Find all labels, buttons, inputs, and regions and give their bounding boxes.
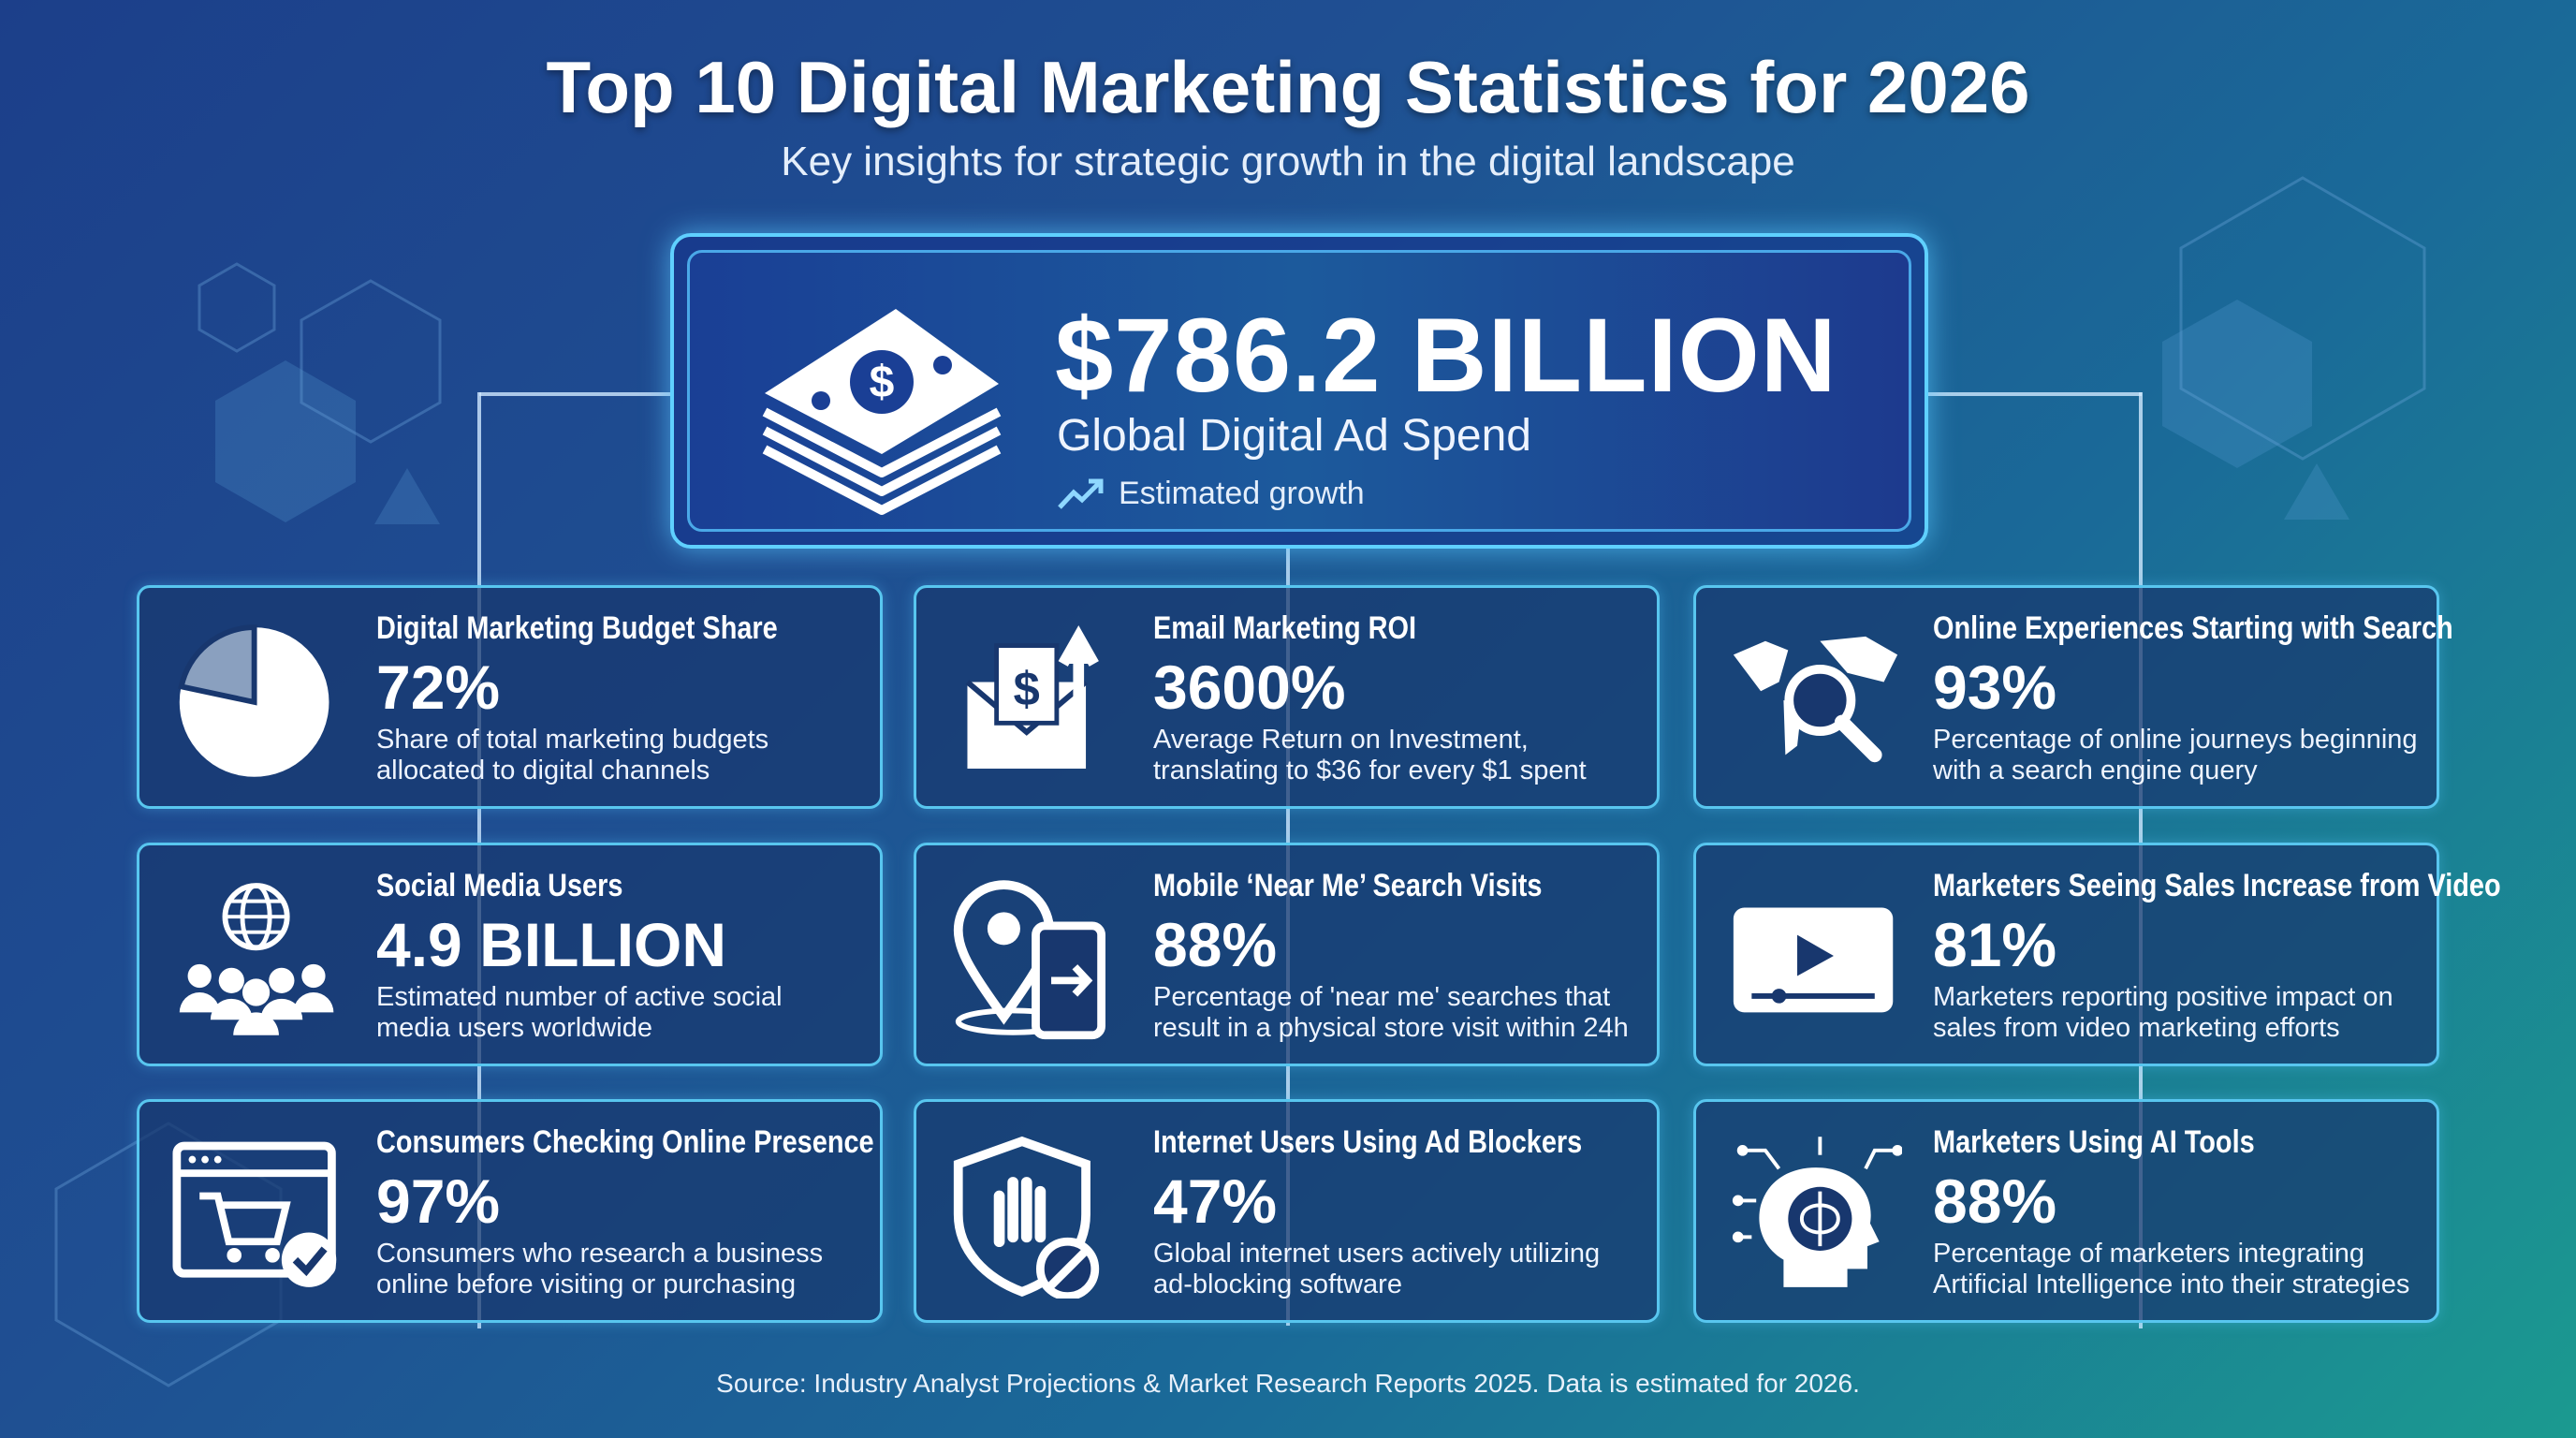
stat-card: Marketers Seeing Sales Increase from Vid… bbox=[1693, 843, 2501, 1066]
stat-title: Consumers Checking Online Presence bbox=[376, 1124, 874, 1160]
page-title: Top 10 Digital Marketing Statistics for … bbox=[546, 46, 2030, 128]
stat-description: Average Return on Investment, translatin… bbox=[1153, 725, 1587, 785]
hero-value: $786.2 BILLION bbox=[1055, 297, 1837, 414]
stat-card: Consumers Checking Online Presence 97% C… bbox=[137, 1099, 883, 1323]
shield-block-icon bbox=[953, 1136, 1100, 1299]
stat-description: Percentage of online journeys beginning … bbox=[1933, 725, 2418, 785]
page-subtitle: Key insights for strategic growth in the… bbox=[781, 139, 1795, 184]
svg-text:$: $ bbox=[870, 358, 895, 407]
stat-card: Mobile ‘Near Me’ Search Visits 88% Perce… bbox=[914, 843, 1660, 1066]
globe-people-icon bbox=[179, 883, 334, 1035]
stat-title: Social Media Users bbox=[376, 868, 623, 903]
stat-description: Percentage of 'near me' searches that re… bbox=[1153, 982, 1629, 1043]
hero-growth: Estimated growth bbox=[1057, 476, 1365, 512]
hero-label: Global Digital Ad Spend bbox=[1057, 411, 1531, 461]
world-search-icon bbox=[1733, 636, 1898, 763]
stat-value: 93% bbox=[1933, 653, 2057, 722]
stat-card: Marketers Using AI Tools 88% Percentage … bbox=[1693, 1099, 2439, 1323]
source-note: Source: Industry Analyst Projections & M… bbox=[716, 1369, 1860, 1398]
svg-text:$: $ bbox=[1014, 662, 1040, 715]
stat-card: Internet Users Using Ad Blockers 47% Glo… bbox=[914, 1099, 1660, 1323]
pie-chart-icon bbox=[178, 624, 329, 777]
stat-card: Social Media Users 4.9 BILLION Estimated… bbox=[137, 843, 883, 1066]
stat-value: 72% bbox=[376, 653, 501, 722]
stat-title: Online Experiences Starting with Search bbox=[1933, 610, 2453, 646]
stat-description: Share of total marketing budgets allocat… bbox=[376, 725, 769, 785]
stat-title: Internet Users Using Ad Blockers bbox=[1153, 1124, 1583, 1160]
location-phone-icon bbox=[953, 880, 1105, 1040]
video-player-icon bbox=[1733, 907, 1894, 1013]
stat-title: Digital Marketing Budget Share bbox=[376, 610, 778, 646]
browser-cart-check-icon bbox=[172, 1141, 337, 1287]
stat-title: Marketers Seeing Sales Increase from Vid… bbox=[1933, 868, 2501, 903]
stat-description: Percentage of marketers integrating Arti… bbox=[1933, 1239, 2410, 1299]
stat-value: 88% bbox=[1153, 910, 1278, 979]
stat-description: Estimated number of active social media … bbox=[376, 982, 783, 1043]
stat-card: Digital Marketing Budget Share 72% Share… bbox=[137, 585, 883, 809]
hero-stat-card: $ $786.2 BILLION Global Digital Ad Spend… bbox=[670, 233, 1928, 549]
trend-up-icon bbox=[1058, 478, 1104, 509]
stat-title: Email Marketing ROI bbox=[1153, 610, 1417, 646]
stat-title: Marketers Using AI Tools bbox=[1933, 1124, 2255, 1160]
stat-value: 3600% bbox=[1153, 653, 1346, 722]
stat-value: 4.9 BILLION bbox=[376, 910, 727, 979]
email-dollar-icon: $ bbox=[965, 624, 1099, 770]
money-stack-icon: $ bbox=[762, 309, 1002, 515]
stat-description: Marketers reporting positive impact on s… bbox=[1933, 982, 2393, 1043]
stat-description: Global internet users actively utilizing… bbox=[1153, 1239, 1601, 1299]
stat-description: Consumers who research a business online… bbox=[376, 1239, 824, 1299]
stat-value: 47% bbox=[1153, 1167, 1278, 1236]
stat-value: 81% bbox=[1933, 910, 2057, 979]
stat-card: Online Experiences Starting with Search … bbox=[1693, 585, 2453, 809]
stat-value: 88% bbox=[1933, 1167, 2057, 1236]
connector-line bbox=[479, 392, 670, 396]
stat-card: $ Email Marketing ROI 3600% Average Retu… bbox=[914, 585, 1660, 809]
stat-value: 97% bbox=[376, 1167, 501, 1236]
hero-growth-label: Estimated growth bbox=[1119, 476, 1365, 511]
stat-title: Mobile ‘Near Me’ Search Visits bbox=[1153, 868, 1543, 903]
connector-line bbox=[1928, 392, 2142, 396]
ai-brain-head-icon bbox=[1732, 1137, 1902, 1287]
